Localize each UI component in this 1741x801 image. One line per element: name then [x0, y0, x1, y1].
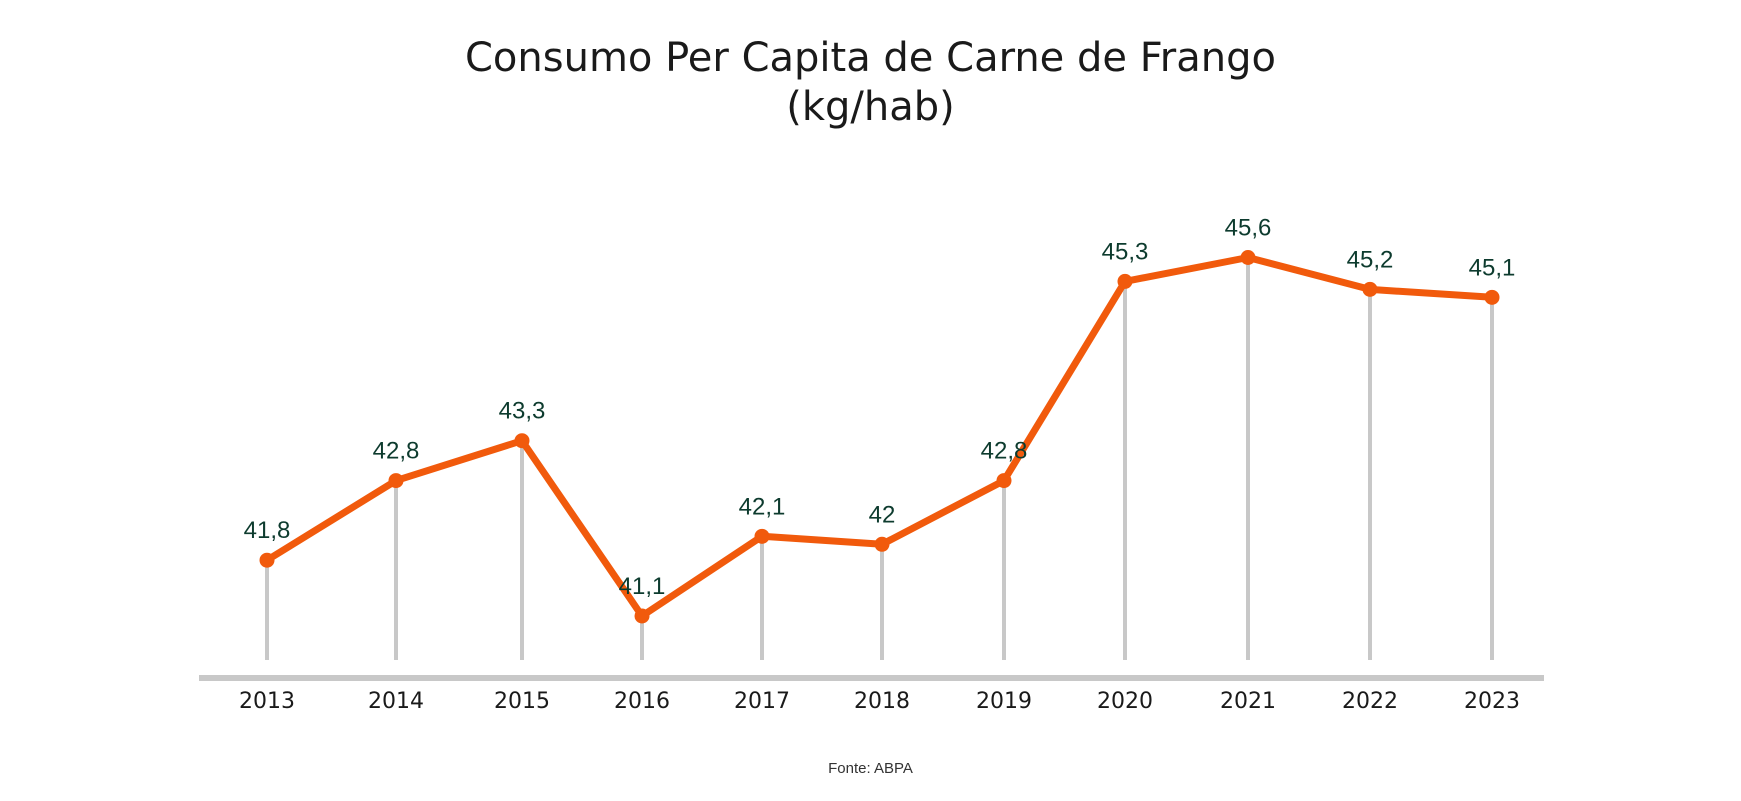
data-label-2021: 45,6 — [1225, 215, 1272, 242]
data-point-2016 — [634, 608, 650, 624]
x-tick-label: 2014 — [368, 689, 424, 714]
data-label-2014: 42,8 — [373, 438, 420, 465]
data-label-2018: 42 — [869, 501, 896, 528]
data-label-2020: 45,3 — [1102, 238, 1149, 265]
data-point-2020 — [1117, 273, 1133, 289]
x-tick-label: 2017 — [734, 689, 790, 714]
data-label-2023: 45,1 — [1469, 254, 1516, 281]
data-point-2022 — [1362, 281, 1378, 297]
drop-lines — [265, 257, 1494, 660]
data-point-2017 — [754, 528, 770, 544]
x-tick-label: 2018 — [854, 689, 910, 714]
source-note: Fonte: ABPA — [828, 760, 913, 777]
x-tick-label: 2022 — [1342, 689, 1398, 714]
x-tick-label: 2021 — [1220, 689, 1276, 714]
data-point-2021 — [1240, 250, 1256, 265]
data-point-2014 — [388, 473, 404, 489]
x-tick-label: 2016 — [614, 689, 670, 714]
x-tick-label: 2019 — [976, 689, 1032, 714]
data-point-2018 — [874, 536, 890, 552]
chart-title-block: Consumo Per Capita de Carne de Frango (k… — [0, 34, 1741, 132]
data-label-2022: 45,2 — [1347, 246, 1394, 273]
data-points — [259, 250, 1500, 624]
series-line — [263, 254, 1496, 620]
x-tick-labels: 2013 2014 2015 2016 2017 2018 2019 2020 2021 2022… — [239, 689, 1520, 714]
data-label-2019: 42,8 — [981, 438, 1028, 465]
chart-subtitle: (kg/hab) — [786, 84, 955, 130]
data-label-2017: 42,1 — [739, 493, 786, 520]
data-point-2019 — [996, 473, 1012, 489]
data-label-2016: 41,1 — [619, 573, 666, 600]
x-tick-label: 2023 — [1464, 689, 1520, 714]
data-point-2015 — [514, 433, 530, 449]
data-label-2013: 41,8 — [244, 517, 291, 544]
chart-title: Consumo Per Capita de Carne de Frango — [465, 35, 1276, 81]
data-label-2015: 43,3 — [499, 398, 546, 425]
data-point-2023 — [1484, 289, 1500, 305]
x-tick-label: 2013 — [239, 689, 295, 714]
x-tick-label: 2020 — [1097, 689, 1153, 714]
x-tick-label: 2015 — [494, 689, 550, 714]
data-labels: 41,8 42,8 43,3 41,1 42,1 42 42,8 45,3 45,6 45,2 45… — [244, 215, 1516, 601]
data-point-2013 — [259, 552, 275, 568]
